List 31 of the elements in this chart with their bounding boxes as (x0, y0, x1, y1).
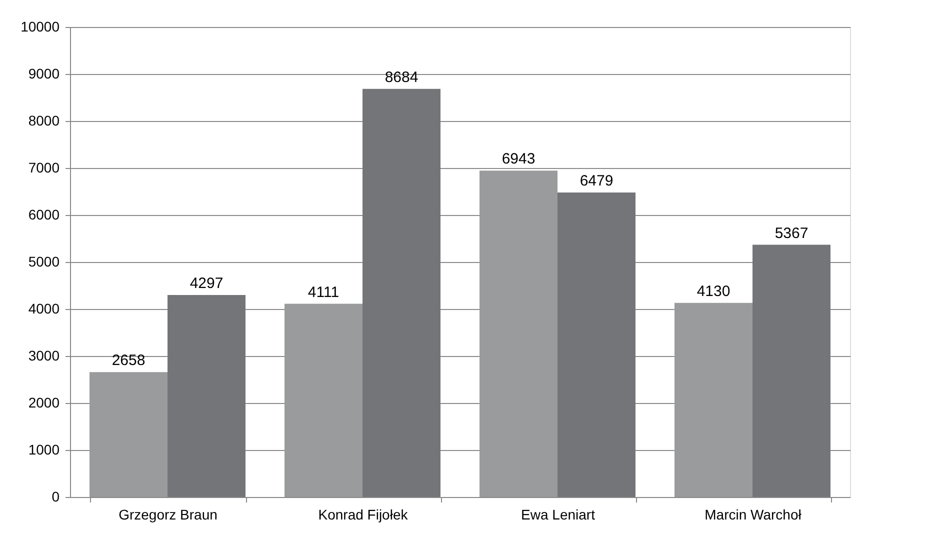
bar (90, 372, 168, 497)
y-tick-label: 10000 (20, 18, 60, 34)
y-tick-label: 5000 (28, 254, 60, 270)
y-tick-label: 9000 (28, 66, 60, 82)
bar (362, 88, 440, 497)
x-tick-label: Ewa Leniart (521, 506, 596, 522)
x-tick-label: Grzegorz Braun (118, 506, 218, 522)
bar (752, 244, 830, 497)
data-label: 6479 (580, 172, 614, 190)
y-tick-label: 3000 (28, 348, 60, 364)
x-tick-label: Marcin Warchoł (704, 506, 802, 522)
data-label: 4297 (190, 275, 224, 292)
y-tick-label: 6000 (28, 206, 60, 222)
bar (558, 192, 636, 497)
data-label: 8684 (384, 68, 418, 86)
bar (284, 304, 362, 497)
x-tick-label: Konrad Fijołek (318, 506, 409, 522)
data-label: 4111 (308, 284, 340, 301)
data-label: 2658 (112, 352, 146, 370)
data-label: 6943 (502, 150, 536, 168)
y-tick-label: 4000 (28, 300, 60, 316)
bar (168, 295, 246, 497)
bar (674, 302, 752, 497)
data-label: 4130 (696, 282, 730, 300)
y-tick-label: 0 (52, 488, 60, 504)
bar (480, 170, 558, 497)
data-label: 5367 (774, 224, 808, 242)
y-tick-label: 1000 (28, 442, 60, 458)
y-tick-label: 7000 (28, 160, 60, 176)
y-tick-label: 8000 (28, 112, 60, 128)
y-tick-label: 2000 (28, 394, 60, 410)
